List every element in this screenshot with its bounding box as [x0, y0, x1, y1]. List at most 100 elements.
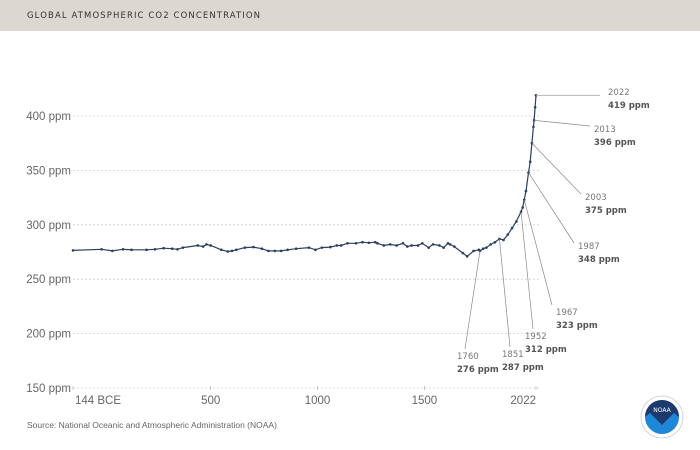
data-point [382, 244, 386, 247]
data-point [388, 243, 392, 246]
data-point [226, 250, 230, 253]
data-point [320, 246, 324, 249]
noaa-logo: NOAA [640, 395, 684, 444]
data-point [121, 247, 125, 251]
y-tick-label: 150 ppm [26, 383, 71, 395]
annotation-value: 276 ppm [457, 365, 499, 375]
data-point [533, 105, 537, 109]
data-point [170, 247, 174, 251]
x-tick-label: 144 BCE [75, 395, 121, 407]
y-tick-label: 250 ppm [26, 274, 71, 286]
data-point [532, 125, 535, 129]
data-point [314, 248, 317, 252]
y-tick-label: 300 ppm [26, 220, 71, 232]
data-point [273, 249, 277, 253]
data-point [446, 241, 450, 245]
data-point [448, 243, 452, 246]
annotation-leader [520, 211, 534, 330]
annotation-year: 1760 [457, 352, 479, 362]
data-point [354, 241, 358, 245]
y-tick-label: 400 ppm [26, 111, 71, 123]
annotation-year: 2003 [585, 193, 607, 203]
data-point [420, 241, 424, 245]
y-tick-label: 350 ppm [26, 165, 71, 177]
annotation-year: 1952 [525, 332, 547, 342]
data-point [406, 245, 409, 248]
data-point [267, 249, 270, 253]
data-point [220, 248, 223, 252]
data-point [260, 247, 264, 251]
data-point [162, 246, 165, 250]
logo-text: NOAA [653, 407, 671, 414]
annotation-value: 419 ppm [608, 101, 650, 111]
gridlines [73, 115, 540, 389]
data-point [489, 243, 492, 246]
data-point [111, 249, 114, 253]
annotation-leader [534, 120, 591, 127]
data-point [442, 246, 445, 249]
noaa-logo-icon: NOAA [640, 395, 684, 439]
data-point [145, 248, 148, 252]
data-point [176, 247, 179, 251]
data-point [335, 244, 339, 247]
data-point [243, 246, 247, 249]
annotation-leader [528, 172, 575, 244]
data-point [153, 247, 157, 251]
data-point [329, 245, 332, 249]
data-point [401, 241, 405, 245]
annotation-value: 287 ppm [502, 363, 544, 373]
annotation-leader [499, 238, 511, 348]
y-axis: 150 ppm 200 ppm 250 ppm 300 ppm 350 ppm 400 p… [26, 111, 71, 395]
data-point [453, 245, 456, 248]
data-point [307, 246, 311, 249]
data-point [181, 246, 185, 249]
data-point [130, 248, 133, 252]
data-point [286, 248, 289, 252]
data-point [294, 247, 298, 251]
x-axis: 144 BCE 500 1000 1500 2022 [72, 386, 537, 407]
data-point [493, 240, 497, 244]
annotation-year: 1987 [578, 242, 600, 252]
annotation-year: 1967 [556, 308, 578, 318]
data-point [438, 244, 441, 247]
x-tick-label: 1000 [305, 395, 331, 407]
data-point [528, 160, 532, 163]
data-point [427, 246, 430, 249]
data-point [532, 119, 536, 122]
annotations: 2022 419 ppm 2013 396 ppm 2003 375 ppm 1987 348… [457, 88, 650, 375]
data-point [376, 241, 379, 245]
data-point [485, 246, 488, 249]
data-point [506, 233, 510, 236]
data-point [373, 240, 377, 244]
data-point [478, 249, 482, 253]
chart-title: GLOBAL ATMOSPHERIC CO2 CONCENTRATION [27, 11, 262, 21]
data-point [252, 245, 255, 249]
data-point [431, 243, 435, 246]
annotation-leader [531, 142, 582, 195]
data-point [521, 206, 525, 209]
data-point [524, 189, 528, 193]
data-point [395, 244, 398, 247]
data-point [209, 244, 212, 247]
data-point [361, 240, 364, 244]
data-point [481, 247, 485, 251]
data-point [346, 241, 349, 245]
annotation-leader [523, 199, 553, 306]
data-point [367, 241, 371, 245]
source-note: Source: National Oceanic and Atmospheric… [27, 420, 277, 430]
chart-header: GLOBAL ATMOSPHERIC CO2 CONCENTRATION [0, 0, 700, 31]
annotation-leader [464, 250, 481, 350]
data-point [502, 238, 505, 242]
x-tick-label: 2022 [510, 395, 536, 407]
data-point [235, 248, 238, 252]
data-point [416, 244, 420, 247]
annotation-value: 348 ppm [578, 255, 620, 265]
x-tick-label: 1500 [412, 395, 438, 407]
data-point [339, 244, 343, 247]
data-point [196, 244, 200, 247]
data-point [472, 249, 475, 253]
data-point [461, 251, 465, 255]
data-point [205, 243, 208, 246]
data-point [410, 244, 413, 247]
